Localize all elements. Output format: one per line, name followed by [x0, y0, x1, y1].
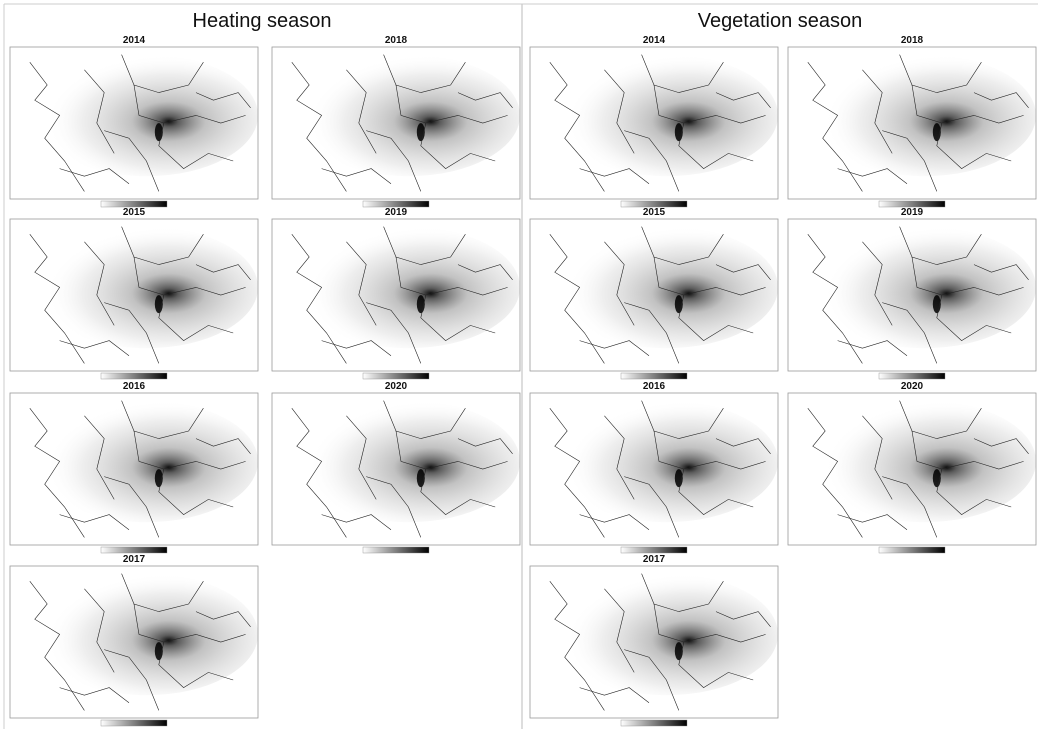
panel-year: 2016 [123, 381, 146, 392]
panel-year: 2015 [643, 207, 666, 218]
concentration-field [297, 227, 520, 349]
colorbar [621, 720, 687, 726]
map-panel: 2020 [788, 381, 1036, 553]
panel-year: 2018 [901, 35, 924, 46]
map-panel: 2014 [530, 35, 778, 207]
panel-year: 2016 [643, 381, 666, 392]
panel-year: 2020 [385, 381, 408, 392]
section-title: Vegetation season [698, 10, 863, 32]
concentration-field [35, 227, 258, 349]
map-panel: 2015 [10, 207, 258, 379]
concentration-field [813, 401, 1036, 523]
concentration-field [297, 401, 520, 523]
concentration-field [35, 401, 258, 523]
colorbar [879, 547, 945, 553]
map-panel: 2017 [10, 554, 258, 726]
section-title: Heating season [193, 10, 332, 32]
concentration-field [297, 55, 520, 177]
map-panel: 2016 [10, 381, 258, 553]
map-panel: 2018 [272, 35, 520, 207]
concentration-field [555, 401, 778, 523]
colorbar [879, 373, 945, 379]
panel-year: 2014 [643, 35, 666, 46]
map-panel: 2015 [530, 207, 778, 379]
colorbar [621, 373, 687, 379]
map-panel: 2020 [272, 381, 520, 553]
panel-year: 2017 [123, 554, 146, 565]
map-panel: 2019 [788, 207, 1036, 379]
map-panel: 2019 [272, 207, 520, 379]
map-panel: 2018 [788, 35, 1036, 207]
panel-year: 2017 [643, 554, 666, 565]
colorbar [363, 373, 429, 379]
panel-year: 2015 [123, 207, 146, 218]
panel-year: 2014 [123, 35, 146, 46]
concentration-field [35, 574, 258, 696]
map-panel: 2014 [10, 35, 258, 207]
concentration-field [813, 55, 1036, 177]
colorbar [363, 547, 429, 553]
map-panel: 2016 [530, 381, 778, 553]
panel-year: 2019 [901, 207, 924, 218]
concentration-field [813, 227, 1036, 349]
panel-year: 2018 [385, 35, 408, 46]
panel-year: 2019 [385, 207, 408, 218]
concentration-field [35, 55, 258, 177]
figure: Heating season 2014 2018 2015 2019 2016 2020 20… [0, 0, 1038, 729]
map-panel: 2017 [530, 554, 778, 726]
colorbar [101, 720, 167, 726]
concentration-field [555, 227, 778, 349]
concentration-field [555, 55, 778, 177]
colorbar [101, 547, 167, 553]
colorbar [621, 547, 687, 553]
concentration-field [555, 574, 778, 696]
panel-year: 2020 [901, 381, 924, 392]
colorbar [101, 373, 167, 379]
